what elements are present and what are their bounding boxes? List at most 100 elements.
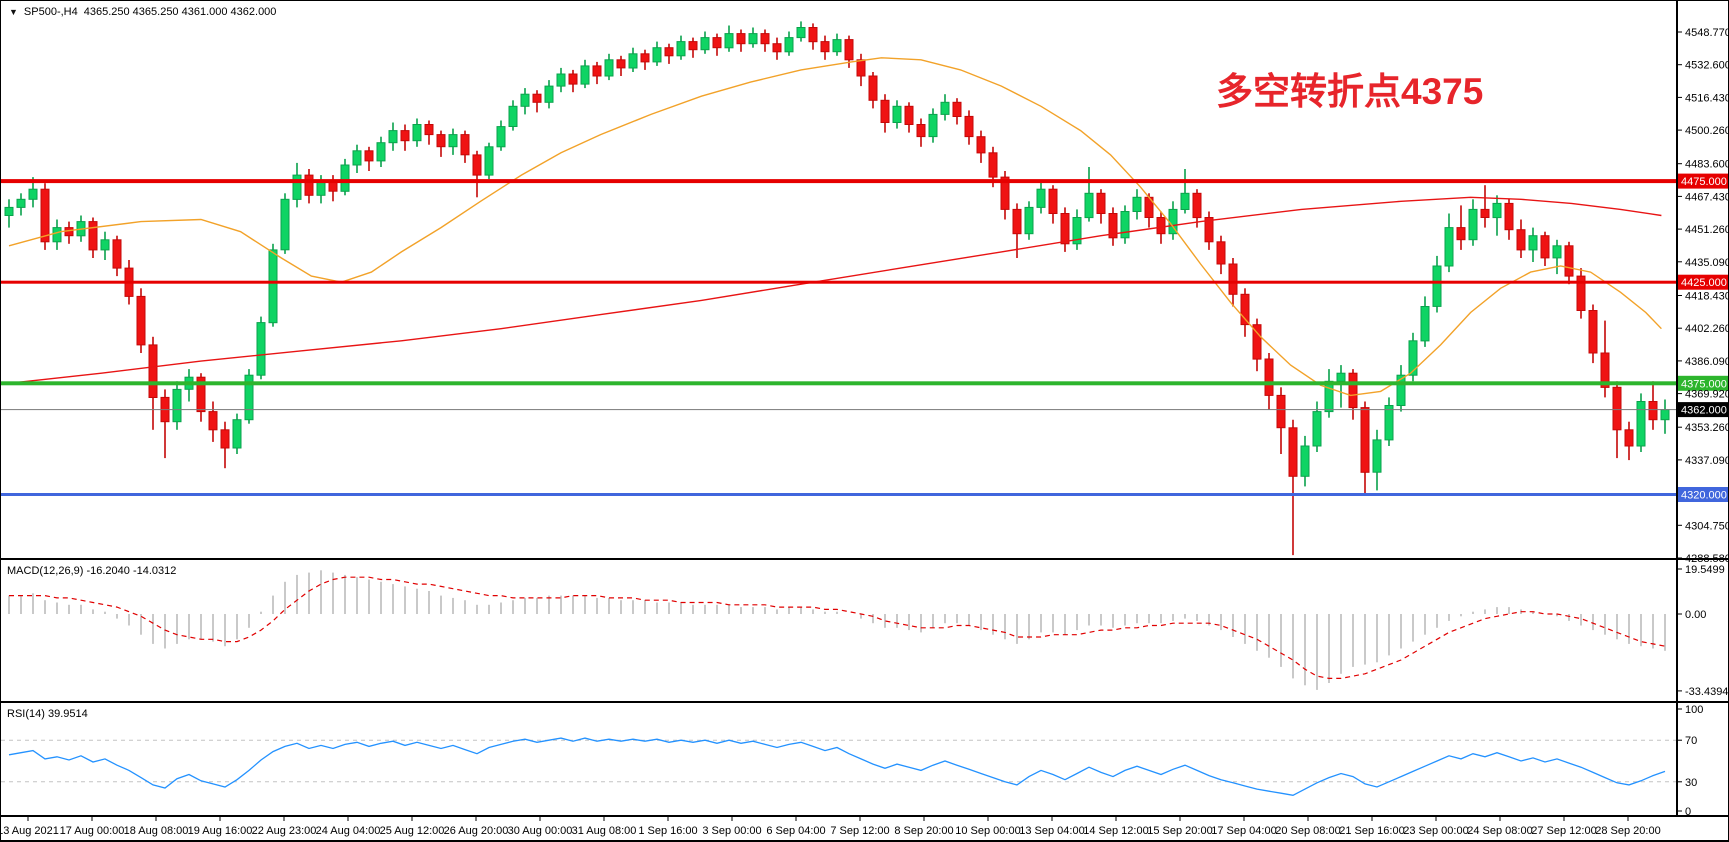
bull-candle-body <box>4 206 14 216</box>
bull-candle-body <box>388 130 398 144</box>
bear-candle-body <box>196 376 206 413</box>
bear-candle-body <box>976 136 986 154</box>
rsi-axis-label: 0 <box>1685 806 1691 818</box>
bear-candle-body <box>1096 192 1106 215</box>
candlesticks <box>4 21 1670 556</box>
bear-candle-body <box>1288 427 1298 477</box>
time-axis-label: 6 Sep 04:00 <box>766 825 825 837</box>
bear-candle-body <box>712 37 722 49</box>
bull-candle-body <box>1324 380 1334 413</box>
bull-candle-body <box>892 105 902 124</box>
bull-candle-body <box>1084 192 1094 219</box>
bull-candle-body <box>604 59 614 77</box>
bear-candle-body <box>640 53 650 63</box>
time-axis-label: 27 Sep 12:00 <box>1531 825 1596 837</box>
horizontal-level-line[interactable] <box>1 381 1677 386</box>
bull-candle-body <box>1408 340 1418 376</box>
symbol-dropdown-arrow-icon[interactable]: ▼ <box>9 7 18 17</box>
time-axis-label: 28 Sep 20:00 <box>1595 825 1660 837</box>
bear-candle-body <box>1216 241 1226 265</box>
price-axis-label: 4435.090 <box>1685 257 1729 269</box>
bull-candle-body <box>1492 202 1502 219</box>
bear-candle-body <box>964 115 974 138</box>
current-price-line <box>1 409 1677 411</box>
bull-candle-body <box>340 164 350 192</box>
bear-candle-body <box>88 221 98 251</box>
bull-candle-body <box>1420 306 1430 342</box>
bear-candle-body <box>424 124 434 136</box>
bear-candle-body <box>136 295 146 346</box>
bull-candle-body <box>1396 374 1406 407</box>
bear-candle-body <box>820 41 830 53</box>
bear-candle-body <box>1264 358 1274 396</box>
bear-candle-body <box>1276 394 1286 429</box>
time-axis-label: 1 Sep 16:00 <box>638 825 697 837</box>
time-axis-label: 8 Sep 20:00 <box>894 825 953 837</box>
price-axis-label: 4548.770 <box>1685 27 1729 39</box>
bear-candle-body <box>1564 245 1574 277</box>
level-price-badge <box>1678 375 1728 391</box>
horizontal-level-line[interactable] <box>1 493 1677 496</box>
rsi-indicator-label: RSI(14) 39.9514 <box>7 708 88 720</box>
bull-candle-body <box>1660 409 1670 421</box>
macd-indicator-label: MACD(12,26,9) -16.2040 -14.0312 <box>7 565 177 577</box>
bull-candle-body <box>1528 235 1538 251</box>
bear-candle-body <box>148 344 158 398</box>
price-axis-label: 4532.600 <box>1685 60 1729 72</box>
rsi-axis-label: 30 <box>1685 777 1697 789</box>
price-axis-label: 4467.430 <box>1685 191 1729 203</box>
bear-candle-body <box>1600 352 1610 388</box>
price-axis-label: 4483.600 <box>1685 159 1729 171</box>
horizontal-level-line[interactable] <box>1 179 1677 184</box>
bear-candle-body <box>460 134 470 156</box>
bear-candle-body <box>1540 235 1550 259</box>
level-price-badge-label: 4475.000 <box>1681 176 1727 188</box>
level-price-badge-label: 4375.000 <box>1681 378 1727 390</box>
bull-candle-body <box>1432 265 1442 307</box>
bear-candle-body <box>112 239 122 269</box>
price-axis-label: 4451.260 <box>1685 224 1729 236</box>
bull-candle-body <box>544 85 554 103</box>
bull-candle-body <box>1132 196 1142 213</box>
bull-candle-body <box>928 113 938 138</box>
bull-candle-body <box>1300 445 1310 477</box>
bear-candle-body <box>304 174 314 196</box>
macd-axis-label: 0.00 <box>1685 609 1706 621</box>
bear-candle-body <box>1192 192 1202 219</box>
time-axis-label: 13 Sep 04:00 <box>1019 825 1084 837</box>
price-axis-label: 4369.920 <box>1685 389 1729 401</box>
horizontal-level-line[interactable] <box>1 280 1677 284</box>
bull-candle-body <box>700 37 710 51</box>
bull-candle-body <box>412 124 422 142</box>
bear-candle-body <box>808 27 818 43</box>
panel-separator-macd[interactable] <box>1 558 1729 560</box>
bear-candle-body <box>1252 324 1262 360</box>
price-axis-label: 4402.260 <box>1685 323 1729 335</box>
rsi-axis-label: 100 <box>1685 704 1703 716</box>
price-axis-label: 4337.090 <box>1685 455 1729 467</box>
bear-candle-body <box>988 152 998 178</box>
bear-candle-body <box>1480 208 1490 218</box>
symbol-period-label: SP500-,H4 <box>23 6 78 18</box>
bull-candle-body <box>724 33 734 49</box>
bull-candle-body <box>244 374 254 421</box>
bull-candle-body <box>1024 206 1034 235</box>
bull-candle-body <box>940 101 950 115</box>
bear-candle-body <box>1648 401 1658 421</box>
bull-candle-body <box>448 134 458 148</box>
bear-candle-body <box>1360 407 1370 473</box>
level-price-badge-label: 4320.000 <box>1681 490 1727 502</box>
bear-candle-body <box>688 41 698 51</box>
bear-candle-body <box>880 99 890 124</box>
time-axis-label: 10 Sep 00:00 <box>955 825 1020 837</box>
chart-header: ▼ SP500-,H4 4365.250 4365.250 4361.000 4… <box>9 6 276 18</box>
bear-candle-body <box>1624 429 1634 447</box>
current-price-badge <box>1678 402 1728 418</box>
price-axis-separator[interactable] <box>1676 1 1678 816</box>
panel-separator-rsi[interactable] <box>1 701 1729 703</box>
current-price-badge-label: 4362.000 <box>1681 405 1727 417</box>
price-axis-label: 4500.260 <box>1685 125 1729 137</box>
bull-candle-body <box>1552 245 1562 259</box>
bull-candle-body <box>496 126 506 148</box>
